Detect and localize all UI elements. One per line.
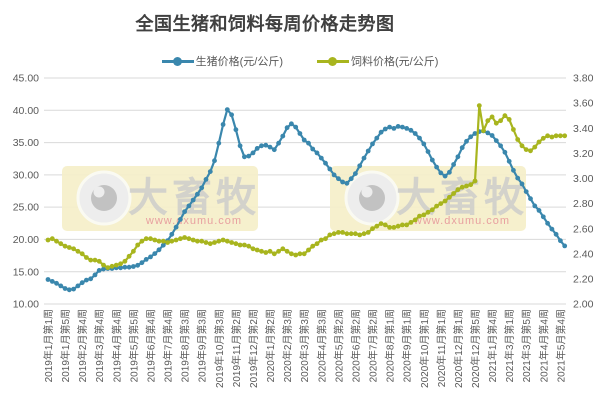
svg-text:25.00: 25.00 <box>13 202 39 214</box>
svg-text:2.20: 2.20 <box>573 274 594 286</box>
legend-item-pig-price: 生猪价格(元/公斤) <box>161 53 283 69</box>
x-axis-labels: 2019年1月第1周 2019年1月第5周 2019年2月第4周 2019年3月第4周… <box>42 309 567 388</box>
svg-text:2019年8月第3周: 2019年8月第3周 <box>179 309 192 382</box>
svg-text:2021年1月第4周: 2021年1月第4周 <box>486 309 499 382</box>
watermark-brand-text: 大畜牧 <box>396 176 528 220</box>
svg-text:2019年9月第3周: 2019年9月第3周 <box>196 309 209 382</box>
svg-text:2019年10月第3周: 2019年10月第3周 <box>213 309 226 388</box>
svg-text:45.00: 45.00 <box>13 73 39 85</box>
svg-text:3.40: 3.40 <box>573 123 594 135</box>
legend: 生猪价格(元/公斤) 饲料价格(元/公斤) <box>0 53 600 69</box>
svg-text:2020年7月第2周: 2020年7月第2周 <box>367 309 380 382</box>
svg-text:2019年4月第4周: 2019年4月第4周 <box>110 309 123 382</box>
svg-text:2019年2月第4周: 2019年2月第4周 <box>76 309 89 382</box>
svg-text:2019年6月第4周: 2019年6月第4周 <box>145 309 158 382</box>
svg-text:2020年12月第1周: 2020年12月第1周 <box>452 309 465 388</box>
svg-text:2019年12月第2周: 2019年12月第2周 <box>247 309 260 388</box>
svg-text:2020年4月第3周: 2020年4月第3周 <box>315 309 328 382</box>
y-axis-right-labels: 3.80 3.60 3.40 3.20 3.00 2.80 2.60 2.40 2.20 2.00 <box>573 73 594 311</box>
svg-text:2020年2月第3周: 2020年2月第3周 <box>281 309 294 382</box>
watermark-url-text: www.dxumu.com <box>145 215 242 227</box>
svg-text:35.00: 35.00 <box>13 137 39 149</box>
svg-text:3.60: 3.60 <box>573 98 594 110</box>
svg-text:2019年1月第1周: 2019年1月第1周 <box>42 309 55 382</box>
legend-marker-feed-icon <box>317 56 349 66</box>
svg-text:2019年11月第2周: 2019年11月第2周 <box>230 309 243 387</box>
legend-label-pig-price: 生猪价格(元/公斤) <box>195 56 283 68</box>
watermark-url-text: www.dxumu.com <box>413 215 510 227</box>
svg-text:2020年1月第2周: 2020年1月第2周 <box>264 309 277 382</box>
y-axis-left-labels: 45.00 40.00 35.00 30.00 25.00 20.00 15.00 10.00 <box>13 73 39 311</box>
svg-text:2020年9月第1周: 2020年9月第1周 <box>401 309 414 382</box>
watermark-eye-logo-icon <box>344 170 400 226</box>
svg-text:2020年11月第1周: 2020年11月第1周 <box>435 309 448 387</box>
svg-text:2019年7月第4周: 2019年7月第4周 <box>162 309 175 382</box>
svg-text:15.00: 15.00 <box>13 266 39 278</box>
svg-text:2020年10月第1周: 2020年10月第1周 <box>418 309 431 388</box>
svg-text:2.40: 2.40 <box>573 248 594 260</box>
svg-text:10.00: 10.00 <box>13 299 39 311</box>
svg-text:20.00: 20.00 <box>13 234 39 246</box>
svg-text:2021年4月第4周: 2021年4月第4周 <box>537 309 550 382</box>
svg-text:30.00: 30.00 <box>13 170 39 182</box>
svg-text:2020年6月第2周: 2020年6月第2周 <box>349 309 362 382</box>
svg-text:2020年3月第3周: 2020年3月第3周 <box>298 309 311 382</box>
svg-text:2020年12月第5周: 2020年12月第5周 <box>469 309 482 388</box>
legend-item-feed-price: 饲料价格(元/公斤) <box>317 53 438 69</box>
svg-text:40.00: 40.00 <box>13 105 39 117</box>
svg-text:2019年5月第5周: 2019年5月第5周 <box>127 309 140 382</box>
svg-text:3.20: 3.20 <box>573 148 594 160</box>
svg-text:2020年8月第1周: 2020年8月第1周 <box>384 309 397 382</box>
svg-text:2.80: 2.80 <box>573 198 594 210</box>
legend-label-feed-price: 饲料价格(元/公斤) <box>351 56 439 68</box>
watermark-eye-logo-icon <box>76 170 132 226</box>
svg-text:2.00: 2.00 <box>573 299 594 311</box>
svg-text:2.60: 2.60 <box>573 223 594 235</box>
svg-text:2021年3月第1周: 2021年3月第1周 <box>503 309 516 382</box>
svg-text:2019年1月第5周: 2019年1月第5周 <box>59 309 72 382</box>
svg-text:2021年5月第4周: 2021年5月第4周 <box>554 309 567 382</box>
svg-text:2021年3月第5周: 2021年3月第5周 <box>520 309 533 382</box>
series-feed-price-line <box>45 103 568 270</box>
svg-text:2019年3月第4周: 2019年3月第4周 <box>93 309 106 382</box>
legend-marker-pig-icon <box>161 56 194 66</box>
svg-text:3.80: 3.80 <box>573 73 594 85</box>
chart-title: 全国生猪和饲料每周价格走势图 <box>135 14 395 34</box>
svg-text:3.00: 3.00 <box>573 173 594 185</box>
svg-text:2020年5月第2周: 2020年5月第2周 <box>332 309 345 382</box>
